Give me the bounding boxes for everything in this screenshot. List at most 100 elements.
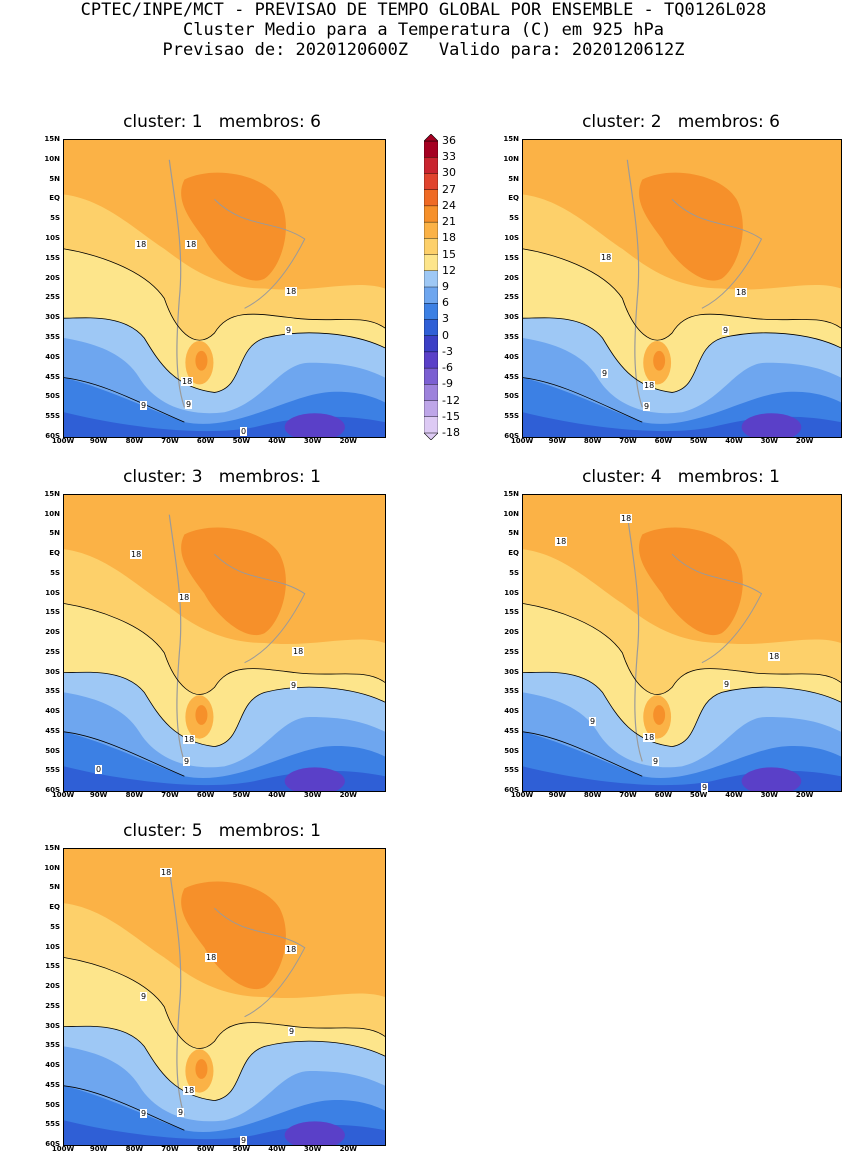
lat-label: 10S [45, 588, 60, 597]
colorbar-level: -15 [442, 409, 460, 423]
contour-label: 18 [185, 240, 198, 249]
lat-label: 10S [45, 942, 60, 951]
contour-label: 9 [723, 680, 731, 689]
lon-label: 100W [51, 1145, 75, 1153]
lon-label: 90W [89, 1145, 108, 1153]
lon-label: 90W [548, 437, 567, 445]
colorbar-level: -18 [442, 426, 460, 439]
contour-label: 9 [290, 681, 298, 690]
colorbar-swatch [423, 335, 439, 353]
lat-label: 15N [44, 844, 60, 852]
lat-label: 15S [504, 608, 519, 617]
colorbar-level: 27 [442, 182, 456, 196]
lat-label: 55S [45, 412, 60, 421]
contour-label: 18 [292, 647, 305, 656]
colorbar-swatch [423, 416, 439, 434]
contour-label: 18 [735, 288, 748, 297]
temperature-field-1 [64, 140, 385, 437]
contour-label: 18 [160, 868, 173, 877]
map-panel-3 [63, 494, 386, 792]
colorbar-swatch [423, 173, 439, 191]
temperature-field-3 [64, 495, 385, 791]
contour-label: 9 [140, 992, 148, 1001]
lon-label: 20W [795, 437, 814, 445]
lat-label: 60S [504, 432, 519, 440]
lat-label: 25S [504, 647, 519, 656]
colorbar-level: 3 [442, 312, 449, 326]
panel-title-3: cluster: 3 membros: 1 [123, 467, 321, 487]
lon-label: 60W [196, 1145, 215, 1153]
lon-label: 60W [196, 791, 215, 799]
lon-label: 30W [760, 791, 779, 799]
colorbar [423, 133, 439, 441]
lat-label: 5N [49, 883, 60, 892]
lat-label: 15N [44, 135, 60, 143]
lat-label: 30S [45, 313, 60, 322]
lat-label: 55S [504, 766, 519, 775]
lon-label: 50W [689, 791, 708, 799]
lon-label: 20W [339, 1145, 358, 1153]
panel-title-1: cluster: 1 membros: 6 [123, 112, 321, 132]
colorbar-swatch [423, 303, 439, 320]
contour-label: 18 [130, 550, 143, 559]
colorbar-bottom-arrow [423, 432, 439, 441]
contour-label: 0 [95, 765, 103, 774]
lat-label: 50S [504, 392, 519, 401]
lat-label: 40S [45, 1061, 60, 1070]
lon-label: 40W [725, 791, 743, 799]
lon-label: 90W [89, 437, 108, 445]
lat-label: 25S [45, 1001, 60, 1010]
lat-label: 45S [504, 372, 519, 381]
lon-label: 100W [510, 791, 534, 799]
lat-label: 35S [45, 1041, 60, 1050]
contour-label: 9 [177, 1108, 185, 1117]
lat-label: 10N [44, 509, 60, 518]
lat-label: 10N [44, 154, 60, 163]
lat-label: 5S [50, 922, 60, 931]
colorbar-swatch [423, 254, 439, 272]
colorbar-swatch [423, 205, 439, 223]
contour-label: 18 [205, 953, 218, 962]
lon-label: 80W [583, 437, 602, 445]
lon-label: 50W [232, 1145, 251, 1153]
lat-label: 30S [45, 667, 60, 676]
lon-label: 30W [303, 437, 322, 445]
contour-label: 18 [768, 652, 781, 661]
colorbar-swatch [423, 351, 439, 369]
lat-label: EQ [49, 194, 60, 203]
lon-label: 80W [125, 437, 144, 445]
temperature-field-5 [64, 849, 385, 1145]
colorbar-swatch [423, 286, 439, 304]
contour-label: 18 [181, 377, 194, 386]
lat-label: 20S [45, 628, 60, 637]
lat-label: 5S [50, 214, 60, 223]
lat-label: 35S [45, 687, 60, 696]
lat-label: 15N [503, 135, 519, 143]
lon-label: 100W [510, 437, 534, 445]
lon-label: 20W [339, 437, 358, 445]
contour-label: 18 [183, 1086, 196, 1095]
colorbar-level: 33 [442, 150, 456, 164]
contour-label: 18 [178, 593, 191, 602]
contour-label: 9 [185, 400, 193, 409]
lon-label: 40W [268, 437, 286, 445]
lat-label: 5N [49, 529, 60, 538]
lon-label: 50W [232, 791, 251, 799]
lat-label: 30S [504, 667, 519, 676]
colorbar-level: 9 [442, 280, 449, 293]
contour-label: 18 [555, 537, 568, 546]
lat-label: 45S [45, 726, 60, 735]
lon-label: 30W [760, 437, 779, 445]
contour-label: 9 [183, 757, 191, 766]
lon-label: 50W [232, 437, 251, 445]
colorbar-top-arrow [423, 133, 439, 142]
colorbar-level: 24 [442, 198, 456, 212]
lat-label: 10N [503, 509, 519, 518]
contour-label: 9 [701, 783, 709, 792]
lat-label: 35S [504, 333, 519, 341]
contour-label: 9 [722, 326, 730, 335]
lat-label: 20S [504, 628, 519, 637]
colorbar-swatch [423, 400, 439, 418]
lat-label: 55S [504, 412, 519, 421]
map-panel-1 [63, 139, 386, 438]
